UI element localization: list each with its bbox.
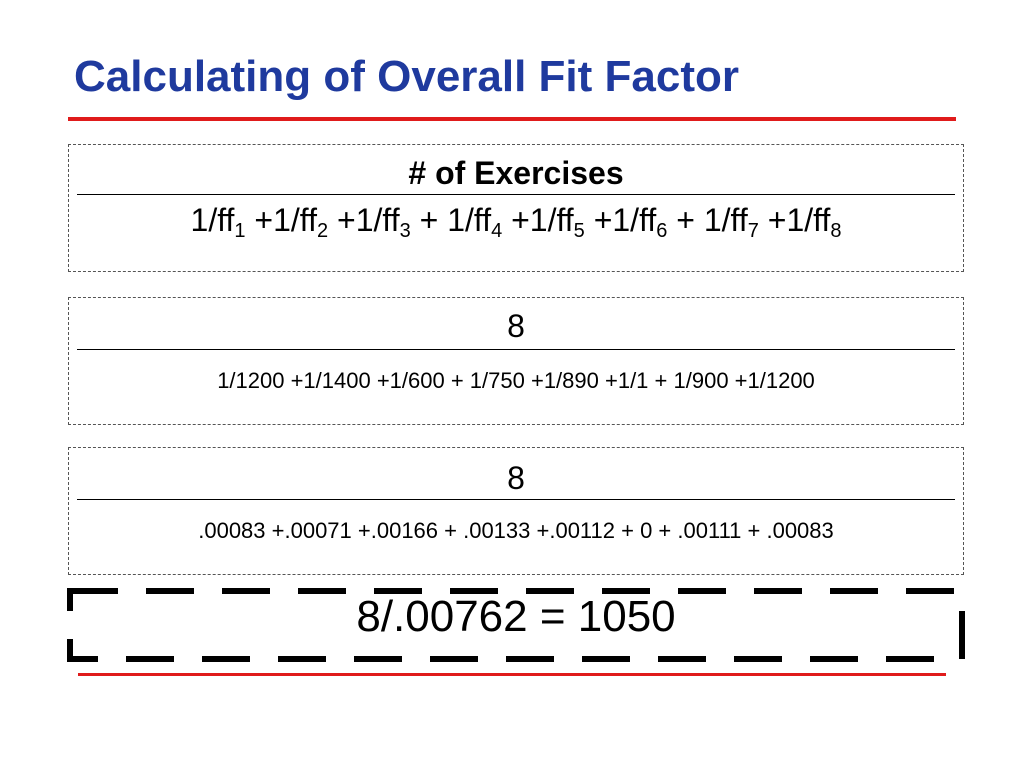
- dashed-border: [67, 588, 965, 662]
- term: +1/ff5: [502, 202, 585, 242]
- formula-box: # of Exercises 1/ff1 +1/ff2 +1/ff3 + 1/f…: [68, 144, 964, 272]
- term: +1/ff2: [245, 202, 329, 242]
- term: +1/ff3: [328, 202, 411, 242]
- substituted-box: 8 1/1200 +1/1400 +1/600 + 1/750 +1/890 +…: [68, 297, 964, 425]
- decimal-denominator: .00083 +.00071 +.00166 + .00133 +.00112 …: [198, 518, 834, 543]
- fraction-bar: [77, 349, 955, 350]
- term: + 1/ff4: [410, 202, 503, 242]
- term: + 1/ff7: [667, 202, 759, 242]
- substituted-denominator: 1/1200 +1/1400 +1/600 + 1/750 +1/890 +1/…: [217, 368, 815, 393]
- title-underline: [68, 117, 956, 121]
- decimal-box: 8 .00083 +.00071 +.00166 + .00133 +.0011…: [68, 447, 964, 575]
- formula-denominator: 1/ff1 +1/ff2 +1/ff3 + 1/ff4 +1/ff5 +1/ff…: [69, 202, 963, 242]
- fraction-bar: [77, 194, 955, 195]
- fraction-bar: [77, 499, 955, 500]
- footer-rule: [78, 673, 946, 676]
- slide-title: Calculating of Overall Fit Factor: [74, 52, 740, 101]
- substituted-numerator: 8: [507, 308, 525, 344]
- term: +1/ff6: [584, 202, 668, 242]
- formula-numerator: # of Exercises: [408, 155, 624, 191]
- decimal-numerator: 8: [507, 460, 525, 496]
- term: +1/ff8: [758, 202, 842, 242]
- result-box: 8/.00762 = 1050: [67, 588, 965, 662]
- result-text: 8/.00762 = 1050: [356, 592, 676, 641]
- term: 1/ff1: [190, 202, 246, 242]
